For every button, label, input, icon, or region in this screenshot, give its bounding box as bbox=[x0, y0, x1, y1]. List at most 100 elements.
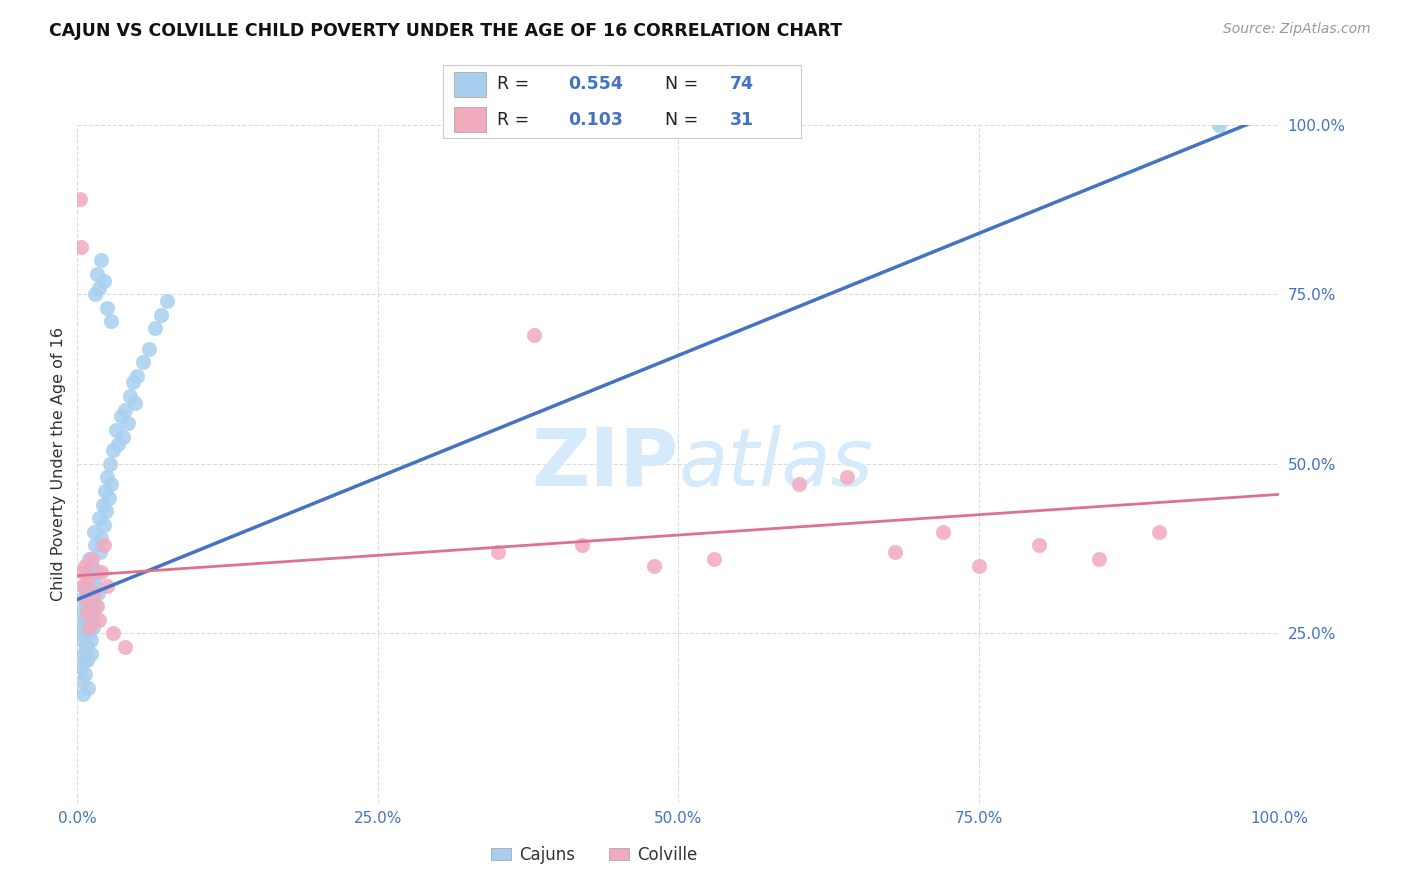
Point bbox=[145, 321, 167, 335]
Point bbox=[86, 599, 108, 614]
Point bbox=[156, 294, 179, 309]
Point bbox=[110, 409, 132, 424]
Point bbox=[90, 566, 112, 580]
Point bbox=[87, 511, 110, 525]
Point bbox=[93, 274, 115, 288]
Point bbox=[79, 633, 101, 648]
Point bbox=[70, 240, 93, 254]
Point bbox=[79, 551, 101, 566]
Point bbox=[932, 524, 955, 539]
Point bbox=[117, 416, 139, 430]
Point bbox=[73, 653, 96, 667]
Point bbox=[967, 558, 990, 573]
Point bbox=[87, 613, 110, 627]
Point bbox=[76, 653, 98, 667]
Point bbox=[89, 545, 111, 559]
Text: 0.554: 0.554 bbox=[568, 75, 623, 93]
Point bbox=[107, 436, 129, 450]
Point bbox=[72, 579, 94, 593]
Point bbox=[73, 667, 96, 681]
Point bbox=[77, 572, 100, 586]
Point bbox=[96, 504, 118, 518]
Text: 31: 31 bbox=[730, 111, 754, 128]
Point bbox=[83, 585, 105, 599]
Point bbox=[1208, 118, 1230, 132]
Point bbox=[84, 599, 107, 614]
Point bbox=[75, 592, 97, 607]
Point bbox=[77, 681, 100, 695]
Text: ZIP: ZIP bbox=[531, 425, 679, 503]
Point bbox=[77, 572, 100, 586]
Point bbox=[883, 545, 905, 559]
Bar bbox=[454, 71, 486, 96]
Point bbox=[79, 619, 101, 633]
Text: R =: R = bbox=[496, 111, 534, 128]
Point bbox=[124, 396, 146, 410]
Point bbox=[75, 599, 97, 614]
Point bbox=[69, 606, 91, 620]
Point bbox=[70, 566, 93, 580]
Point bbox=[96, 579, 118, 593]
Point bbox=[120, 389, 142, 403]
Point bbox=[83, 524, 105, 539]
Point bbox=[80, 606, 103, 620]
Text: N =: N = bbox=[665, 75, 704, 93]
Point bbox=[69, 193, 91, 207]
Point bbox=[96, 301, 118, 315]
Point bbox=[90, 253, 112, 268]
Point bbox=[86, 267, 108, 281]
Text: N =: N = bbox=[665, 111, 704, 128]
Point bbox=[73, 558, 96, 573]
Point bbox=[787, 477, 810, 491]
Point bbox=[94, 483, 117, 498]
Point bbox=[72, 579, 94, 593]
Point bbox=[75, 566, 97, 580]
Point bbox=[150, 308, 173, 322]
Point bbox=[77, 606, 100, 620]
Point bbox=[97, 491, 120, 505]
Text: Source: ZipAtlas.com: Source: ZipAtlas.com bbox=[1223, 22, 1371, 37]
Point bbox=[70, 619, 93, 633]
Point bbox=[70, 592, 93, 607]
Point bbox=[93, 517, 115, 532]
Point bbox=[79, 626, 101, 640]
Point bbox=[1149, 524, 1171, 539]
Text: R =: R = bbox=[496, 75, 534, 93]
Point bbox=[643, 558, 665, 573]
Point bbox=[703, 551, 725, 566]
Point bbox=[83, 572, 105, 586]
Text: 74: 74 bbox=[730, 75, 754, 93]
Point bbox=[76, 640, 98, 654]
Point bbox=[82, 619, 104, 633]
Point bbox=[132, 355, 155, 369]
Point bbox=[90, 532, 112, 546]
Legend: Cajuns, Colville: Cajuns, Colville bbox=[482, 838, 706, 872]
Point bbox=[114, 402, 136, 417]
Y-axis label: Child Poverty Under the Age of 16: Child Poverty Under the Age of 16 bbox=[51, 326, 66, 601]
Point bbox=[91, 498, 114, 512]
Point bbox=[73, 613, 96, 627]
Point bbox=[80, 558, 103, 573]
Point bbox=[111, 430, 134, 444]
Bar bbox=[454, 107, 486, 132]
Text: 0.103: 0.103 bbox=[568, 111, 623, 128]
Point bbox=[80, 592, 103, 607]
Point bbox=[75, 640, 97, 654]
Point bbox=[79, 647, 101, 661]
Point bbox=[114, 640, 136, 654]
Point bbox=[100, 477, 122, 491]
Point bbox=[103, 626, 125, 640]
Point bbox=[103, 443, 125, 458]
Point bbox=[84, 287, 107, 301]
Point bbox=[523, 328, 546, 343]
Point bbox=[80, 551, 103, 566]
Text: CAJUN VS COLVILLE CHILD POVERTY UNDER THE AGE OF 16 CORRELATION CHART: CAJUN VS COLVILLE CHILD POVERTY UNDER TH… bbox=[49, 22, 842, 40]
Point bbox=[104, 423, 127, 437]
Point bbox=[835, 470, 858, 484]
Point bbox=[70, 633, 93, 648]
Point bbox=[93, 538, 115, 552]
Point bbox=[84, 538, 107, 552]
Point bbox=[1088, 551, 1111, 566]
Text: atlas: atlas bbox=[679, 425, 873, 503]
Point bbox=[72, 647, 94, 661]
